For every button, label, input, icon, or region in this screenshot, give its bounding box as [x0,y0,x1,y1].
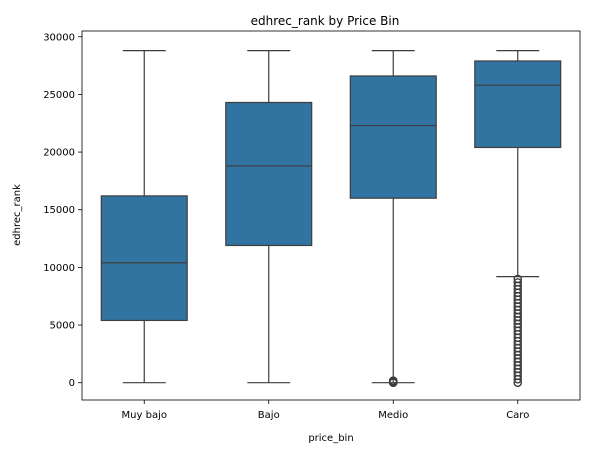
iqr-box [100,195,188,322]
x-tick-label: Muy bajo [122,410,167,421]
y-axis-label: edhrec_rank [12,184,23,246]
x-tick-label: Bajo [258,410,280,421]
iqr-box [225,101,313,247]
iqr-box [474,60,562,149]
y-tick-label: 20000 [43,148,75,159]
x-tick-label: Medio [378,410,408,421]
outlier-point [513,274,523,284]
x-tick-label: Caro [506,410,529,421]
box-muy-bajo [100,50,188,384]
x-axis: Muy bajo Bajo Medio Caro [122,400,529,421]
y-tick-label: 5000 [50,321,75,332]
y-axis: 0 5000 10000 15000 20000 25000 30000 [43,32,82,389]
y-tick-label: 15000 [43,205,75,216]
y-tick-label: 0 [69,378,75,389]
box-bajo [225,50,313,384]
outlier-point [513,278,523,287]
y-tick-label: 25000 [43,90,75,101]
plot-frame [81,30,581,401]
y-tick-label: 30000 [43,32,75,43]
box-caro [474,50,562,388]
chart-title: edhrec_rank by Price Bin [251,14,400,28]
y-tick-label: 10000 [43,263,75,274]
plot-area [100,50,562,388]
iqr-box [349,75,437,199]
outlier-point [388,376,398,385]
box-medio [349,50,437,388]
x-axis-label: price_bin [308,433,353,444]
